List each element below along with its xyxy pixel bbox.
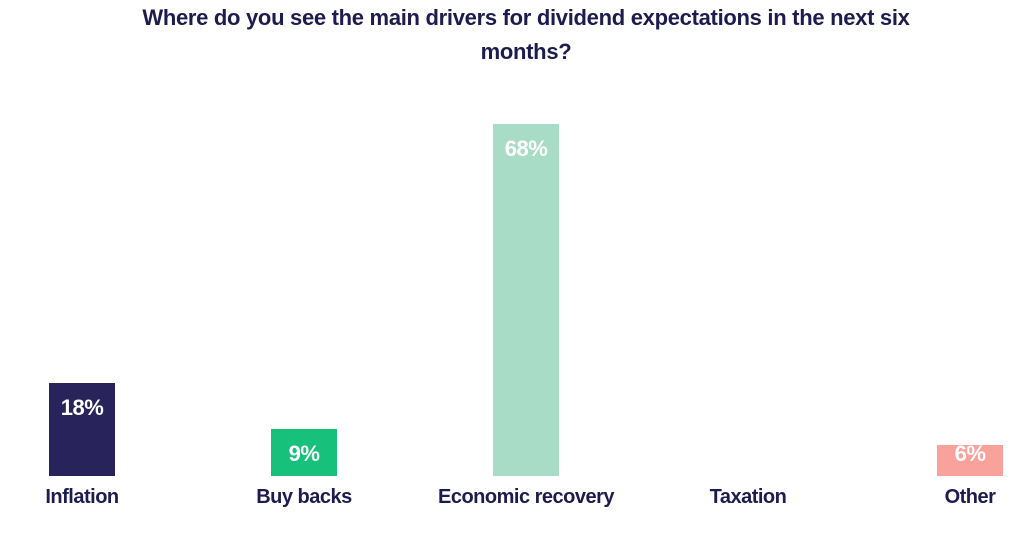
category-label-buy-backs: Buy backs	[256, 486, 352, 508]
bar-value-label-economic-recovery: 68%	[504, 136, 548, 161]
chart-title: Where do you see the main drivers for di…	[142, 5, 910, 64]
category-label-other: Other	[944, 486, 996, 508]
bar-value-label-inflation: 18%	[60, 395, 104, 420]
category-label-inflation: Inflation	[45, 486, 119, 508]
bar-other: 6%	[937, 445, 1003, 476]
bar-buy-backs: 9%	[271, 429, 337, 476]
bar-value-label-other: 6%	[954, 445, 986, 466]
category-label-economic-recovery: Economic recovery	[437, 486, 615, 508]
bar-economic-recovery: 68%	[493, 124, 559, 476]
bar-inflation: 18%	[49, 383, 115, 476]
bar-value-label-buy-backs: 9%	[288, 441, 320, 466]
category-label-taxation: Taxation	[709, 486, 787, 508]
